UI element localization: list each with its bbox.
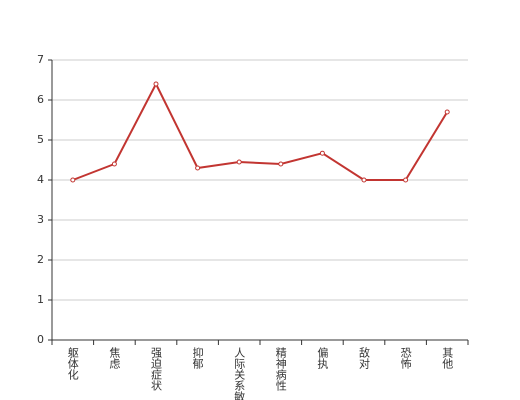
point [195, 165, 201, 171]
point [111, 161, 117, 167]
y-tick-label: 5 [37, 133, 44, 146]
x-tick-label: 精神病性 [274, 347, 287, 392]
point [236, 159, 242, 165]
point [319, 150, 325, 156]
x-tick-label: 敌对 [358, 346, 371, 369]
x-tick-label: 其他 [441, 347, 454, 369]
y-tick-label: 2 [37, 253, 44, 266]
y-tick-label: 6 [37, 93, 44, 106]
x-tick-label: 抑郁 [191, 346, 204, 369]
y-tick-label: 7 [37, 53, 44, 66]
y-tick-label: 0 [37, 333, 44, 346]
y-tick-label: 4 [37, 173, 44, 186]
x-tick-label: 强迫症状 [150, 347, 163, 391]
x-tick-label: 恐怖 [399, 347, 412, 369]
point [153, 81, 159, 87]
point [70, 177, 76, 183]
x-tick-label: 偏执 [316, 346, 329, 370]
point [361, 177, 367, 183]
x-tick-label: 躯体化 [66, 347, 79, 381]
x-tick-label: 焦虑 [108, 347, 121, 369]
x-tick-label: 人际关系敏感 [233, 347, 246, 400]
point [278, 161, 284, 167]
point [444, 109, 450, 115]
y-tick-label: 1 [37, 293, 44, 306]
line [72, 81, 449, 181]
y-tick-label: 3 [37, 213, 44, 226]
point [403, 177, 409, 183]
